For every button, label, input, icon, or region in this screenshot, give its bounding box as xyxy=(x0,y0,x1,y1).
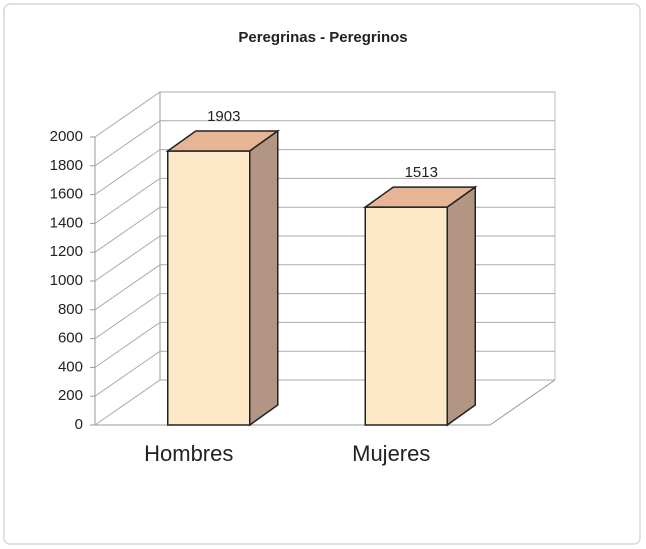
bar-side xyxy=(249,129,279,427)
grid-line xyxy=(94,149,555,196)
data-label: 1903 xyxy=(207,108,240,125)
y-tick-label: 1800 xyxy=(50,157,83,174)
chart-title: Peregrinas - Peregrinos xyxy=(238,29,407,46)
bar-side xyxy=(446,185,476,427)
bar xyxy=(362,185,478,427)
data-label: 1513 xyxy=(405,164,438,181)
y-tick-label: 600 xyxy=(58,330,83,347)
grid-line xyxy=(94,120,555,167)
y-tick-label: 1400 xyxy=(50,214,83,231)
bar-front xyxy=(364,206,448,426)
floor xyxy=(489,379,556,426)
y-tick-label: 2000 xyxy=(50,128,83,145)
y-tick-label: 0 xyxy=(75,416,83,433)
y-tick-label: 1000 xyxy=(50,272,83,289)
y-tick-label: 800 xyxy=(58,301,83,318)
y-tick-label: 1200 xyxy=(50,243,83,260)
bar-front xyxy=(167,150,251,426)
bar xyxy=(165,129,281,427)
y-tick-label: 1600 xyxy=(50,186,83,203)
grid-line xyxy=(94,91,555,138)
chart-frame xyxy=(3,3,641,545)
grid-line xyxy=(94,177,555,224)
x-tick-label: Mujeres xyxy=(352,441,430,466)
x-tick-label: Hombres xyxy=(144,441,233,466)
y-tick-label: 400 xyxy=(58,358,83,375)
y-tick-label: 200 xyxy=(58,387,83,404)
